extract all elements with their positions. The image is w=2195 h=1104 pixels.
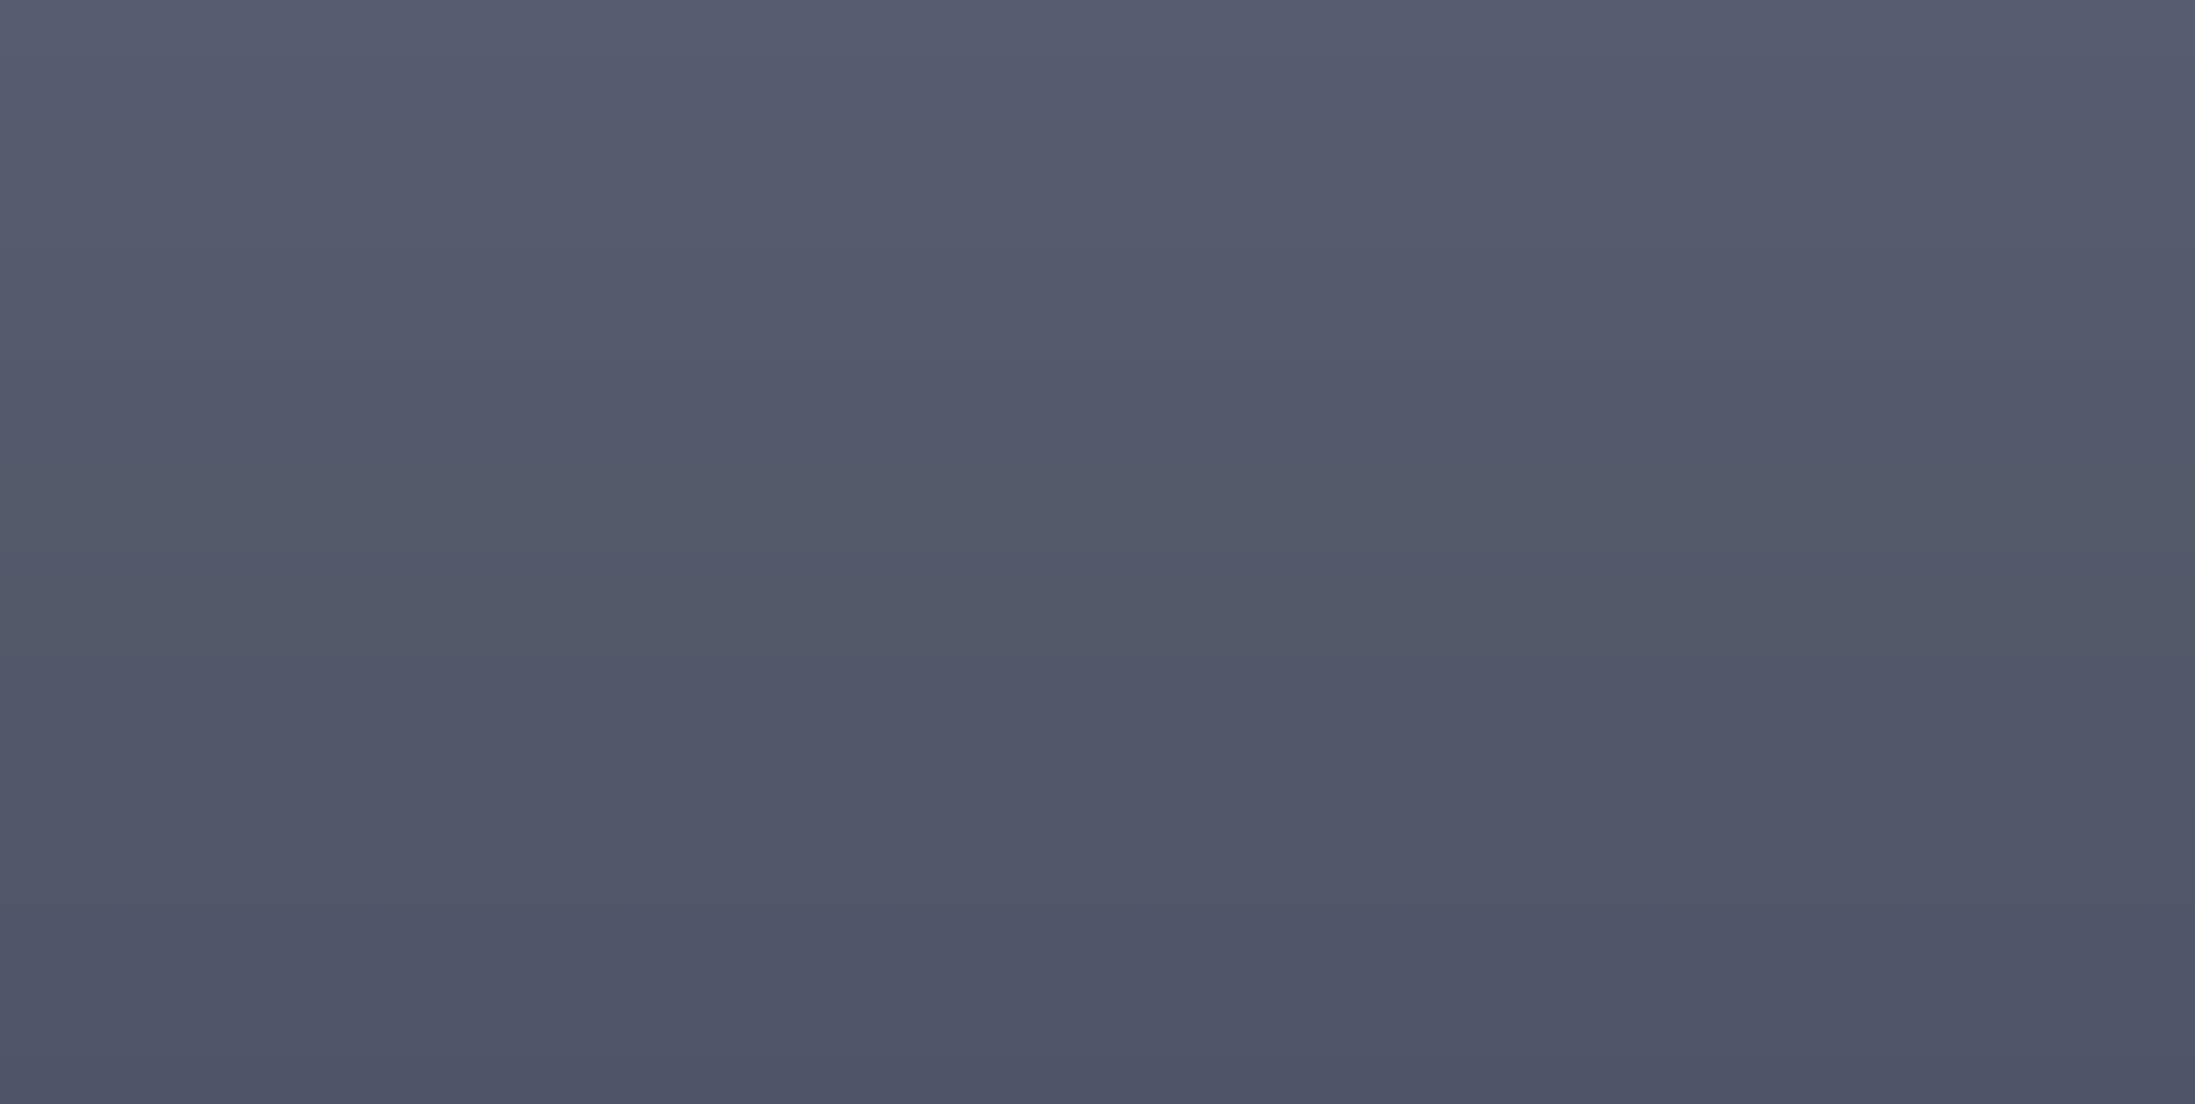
colorbar-gradient <box>932 1056 1311 1071</box>
mesh-canvas[interactable] <box>258 53 2010 929</box>
